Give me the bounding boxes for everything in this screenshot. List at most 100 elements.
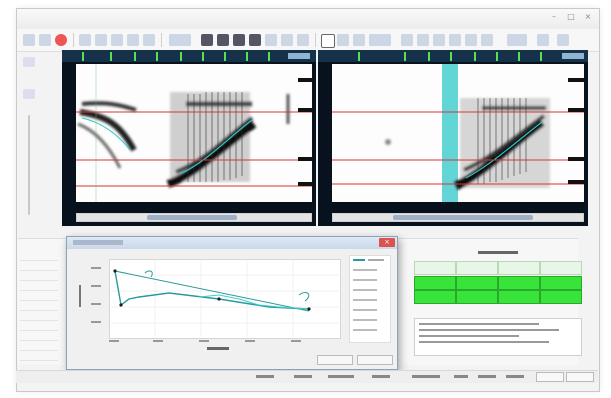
hand-tool-icon[interactable] [23,57,35,67]
y-tick-label [91,267,101,269]
open-icon[interactable] [23,34,35,46]
export-icon[interactable] [465,34,477,46]
measurement-list [20,244,62,366]
legend-label [353,309,377,311]
zoom-out-icon[interactable] [281,34,293,46]
status-field [372,375,390,378]
grid-cell[interactable] [456,290,498,304]
status-field [256,375,274,378]
time-ruler-right[interactable] [318,50,588,62]
contour-plot-drawing [109,259,339,337]
list-item[interactable] [20,262,58,271]
zoom-in-icon[interactable] [265,34,277,46]
plot-area[interactable] [109,259,341,339]
list-item[interactable] [20,252,58,261]
spectrogram-panel-right [318,50,588,226]
grid-cell[interactable] [414,290,456,304]
scrollbar-thumb-left[interactable] [147,215,237,220]
dialog-ok-button[interactable] [317,355,353,365]
properties-title-text [478,251,518,254]
status-button[interactable] [566,372,594,382]
list-item[interactable] [20,332,58,341]
close-icon[interactable]: × [584,12,592,21]
list-item[interactable] [20,322,58,331]
lasso-tool-icon[interactable] [23,89,35,99]
x-tick-label [109,340,119,342]
filter-icon[interactable] [417,34,429,46]
horizontal-scrollbar-right[interactable] [332,213,584,222]
legend-label [353,269,377,271]
grid-cell[interactable] [498,276,540,290]
note-line [419,329,559,331]
help-icon[interactable] [481,34,493,46]
scrollbar-thumb-right[interactable] [393,215,533,220]
grid-header [498,261,540,275]
list-item[interactable] [20,292,58,301]
grid-header [414,261,456,275]
status-bar [16,370,598,383]
save-icon[interactable] [39,34,51,46]
status-field [328,375,354,378]
toolbar [17,29,599,52]
loop-icon[interactable] [249,34,261,46]
x-tick-label [199,340,209,342]
x-axis-label [207,347,229,350]
rewind-icon[interactable] [201,34,213,46]
grid-cell[interactable] [456,276,498,290]
legend-label [353,329,377,331]
y-axis-label [79,285,81,307]
cut-icon[interactable] [111,34,123,46]
legend-label [368,259,384,261]
paste-icon[interactable] [143,34,155,46]
info-icon[interactable] [537,34,549,46]
pointer-icon[interactable] [337,34,349,46]
grid-cell[interactable] [540,290,582,304]
y-tick-label [91,303,101,305]
marker-select[interactable] [369,34,391,46]
view-select[interactable] [507,34,527,46]
dialog-title-bar[interactable]: × [67,237,397,249]
horizontal-scrollbar-left[interactable] [76,213,312,222]
list-item[interactable] [20,282,58,291]
zoom-select[interactable] [169,34,191,46]
settings-icon[interactable] [449,34,461,46]
status-button[interactable] [536,372,564,382]
list-item[interactable] [20,312,58,321]
grid-icon[interactable] [401,34,413,46]
copy-icon[interactable] [127,34,139,46]
play-icon[interactable] [217,34,229,46]
toolbar-separator [315,33,316,47]
status-field [506,375,524,378]
redo-icon[interactable] [95,34,107,46]
minimize-icon[interactable]: – [552,12,556,21]
select-icon[interactable] [321,34,335,48]
list-item[interactable] [20,272,58,281]
panel-icon[interactable] [557,34,569,46]
dialog-cancel-button[interactable] [357,355,393,365]
contour-plot-dialog: × [66,236,398,370]
note-line [419,323,539,325]
notes-textarea[interactable] [414,318,582,356]
fit-icon[interactable] [297,34,309,46]
spectrogram-panel-left [62,50,316,226]
legend-label [353,289,377,291]
spectrogram-left-drawing [76,64,312,202]
grid-cell[interactable] [498,290,540,304]
x-tick-label [153,340,163,342]
list-item[interactable] [20,352,58,361]
grid-cell[interactable] [414,276,456,290]
list-item[interactable] [20,342,58,351]
record-icon[interactable] [55,34,67,46]
maximize-icon[interactable]: □ [567,12,575,21]
time-axis-left [76,202,312,212]
spectrum-icon[interactable] [433,34,445,46]
measure-icon[interactable] [353,34,365,46]
grid-cell[interactable] [540,276,582,290]
note-line [419,341,549,343]
undo-icon[interactable] [79,34,91,46]
stop-icon[interactable] [233,34,245,46]
list-item[interactable] [20,302,58,311]
x-tick-label [291,340,301,342]
dialog-close-button[interactable]: × [379,238,395,247]
time-ruler-left[interactable] [62,50,316,62]
